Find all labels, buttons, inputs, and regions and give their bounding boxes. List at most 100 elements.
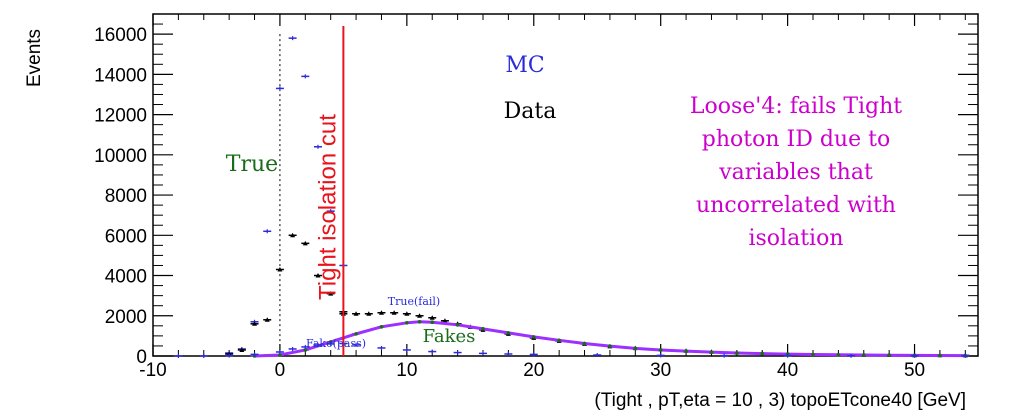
- data-point: [288, 346, 297, 351]
- data-point: [847, 353, 856, 358]
- loose4-line-1: Loose'4: fails Tight: [690, 94, 902, 119]
- data-point: [301, 348, 310, 352]
- data-point: [402, 321, 411, 325]
- fake-pass-label: Fake(pass): [306, 337, 366, 350]
- fakes-label: Fakes: [423, 326, 476, 347]
- data-point: [326, 340, 335, 344]
- data-point: [935, 353, 944, 358]
- data-point: [656, 353, 665, 358]
- x-tick-label: 40: [777, 360, 798, 381]
- x-tick-label: 30: [650, 360, 671, 381]
- data-point: [263, 317, 272, 322]
- y-axis-title: Events: [24, 29, 45, 87]
- loose4-line-5: isolation: [748, 226, 843, 251]
- data-point: [504, 331, 513, 335]
- true-label: True: [226, 152, 278, 177]
- plot-frame: [152, 13, 979, 357]
- axis-ticks: -10 0 10 20 30 40 5002000400060008000100001200…: [94, 13, 978, 381]
- data-point: [301, 240, 310, 246]
- y-tick-label: 8000: [105, 186, 147, 207]
- data-point: [428, 320, 437, 325]
- data-point: [758, 351, 767, 356]
- cut-label: Tight isolation cut: [314, 114, 341, 300]
- data-point: [707, 350, 716, 354]
- data-point: [479, 327, 487, 331]
- data-point: [529, 352, 538, 357]
- data-point: [275, 349, 284, 354]
- data-point: [250, 321, 259, 326]
- data-point: [732, 351, 741, 355]
- data-point: [910, 353, 919, 358]
- data-point: [326, 291, 335, 296]
- data-point: [174, 354, 183, 358]
- data-point: [885, 353, 894, 357]
- y-tick-label: 0: [136, 347, 147, 368]
- data-point: [834, 352, 843, 357]
- data-point: [263, 229, 272, 234]
- data-point: [783, 353, 792, 358]
- data-point: [377, 310, 386, 315]
- data-point: [301, 344, 310, 349]
- data-point: [275, 353, 284, 357]
- data-point: [288, 36, 297, 41]
- data-label: Data: [504, 99, 557, 124]
- data-point: [364, 311, 373, 316]
- data-point: [352, 332, 361, 336]
- data-point: [402, 347, 411, 352]
- data-point: [225, 353, 234, 358]
- data-point: [859, 353, 868, 357]
- data-point: [352, 311, 361, 316]
- data-marks: [174, 36, 970, 358]
- x-tick-label: -10: [139, 360, 166, 381]
- x-tick-label: 50: [904, 360, 925, 381]
- x-tick-label: 10: [396, 360, 417, 381]
- data-point: [580, 341, 589, 346]
- data-point: [275, 86, 284, 91]
- data-point: [631, 346, 640, 351]
- data-point: [428, 349, 437, 354]
- mc-label: MC: [505, 53, 544, 78]
- data-point: [593, 352, 602, 357]
- data-point: [656, 348, 665, 352]
- x-tick-label: 20: [523, 360, 544, 381]
- data-point: [720, 353, 729, 358]
- loose4-line-3: variables that: [718, 160, 873, 185]
- data-point: [199, 354, 208, 358]
- y-tick-label: 4000: [105, 267, 147, 288]
- data-point: [390, 310, 399, 315]
- data-point: [237, 347, 246, 352]
- loose4-line-2: photon ID due to: [702, 127, 890, 152]
- data-point: [555, 338, 564, 343]
- data-point: [326, 209, 335, 214]
- y-tick-label: 6000: [105, 226, 147, 247]
- data-point: [352, 342, 361, 347]
- data-point: [682, 349, 691, 353]
- data-point: [301, 74, 310, 79]
- y-tick-label: 10000: [94, 146, 147, 167]
- data-point: [377, 345, 386, 350]
- data-point: [504, 351, 513, 356]
- data-point: [453, 350, 462, 355]
- loose4-line-4: uncorrelated with: [696, 193, 896, 218]
- data-point: [809, 352, 817, 357]
- data-point: [605, 344, 614, 348]
- loose4-annotation: Loose'4: fails Tight photon ID due to va…: [690, 94, 902, 251]
- data-point: [275, 266, 284, 272]
- x-axis-title: (Tight , pT,eta = 10 , 3) topoETcone40 […: [594, 390, 966, 411]
- fakes-line: [254, 320, 966, 358]
- data-point: [314, 273, 322, 278]
- data-point: [453, 323, 462, 327]
- x-tick-label: 0: [275, 360, 286, 381]
- data-point: [415, 320, 424, 324]
- data-point: [529, 335, 538, 339]
- data-point: [961, 353, 970, 358]
- data-point: [428, 315, 437, 320]
- data-point: [415, 313, 424, 318]
- y-tick-label: 2000: [105, 307, 147, 328]
- data-point: [288, 232, 297, 238]
- data-point: [479, 351, 487, 356]
- data-point: [377, 325, 386, 329]
- y-tick-label: 14000: [94, 65, 147, 86]
- data-point: [250, 352, 259, 357]
